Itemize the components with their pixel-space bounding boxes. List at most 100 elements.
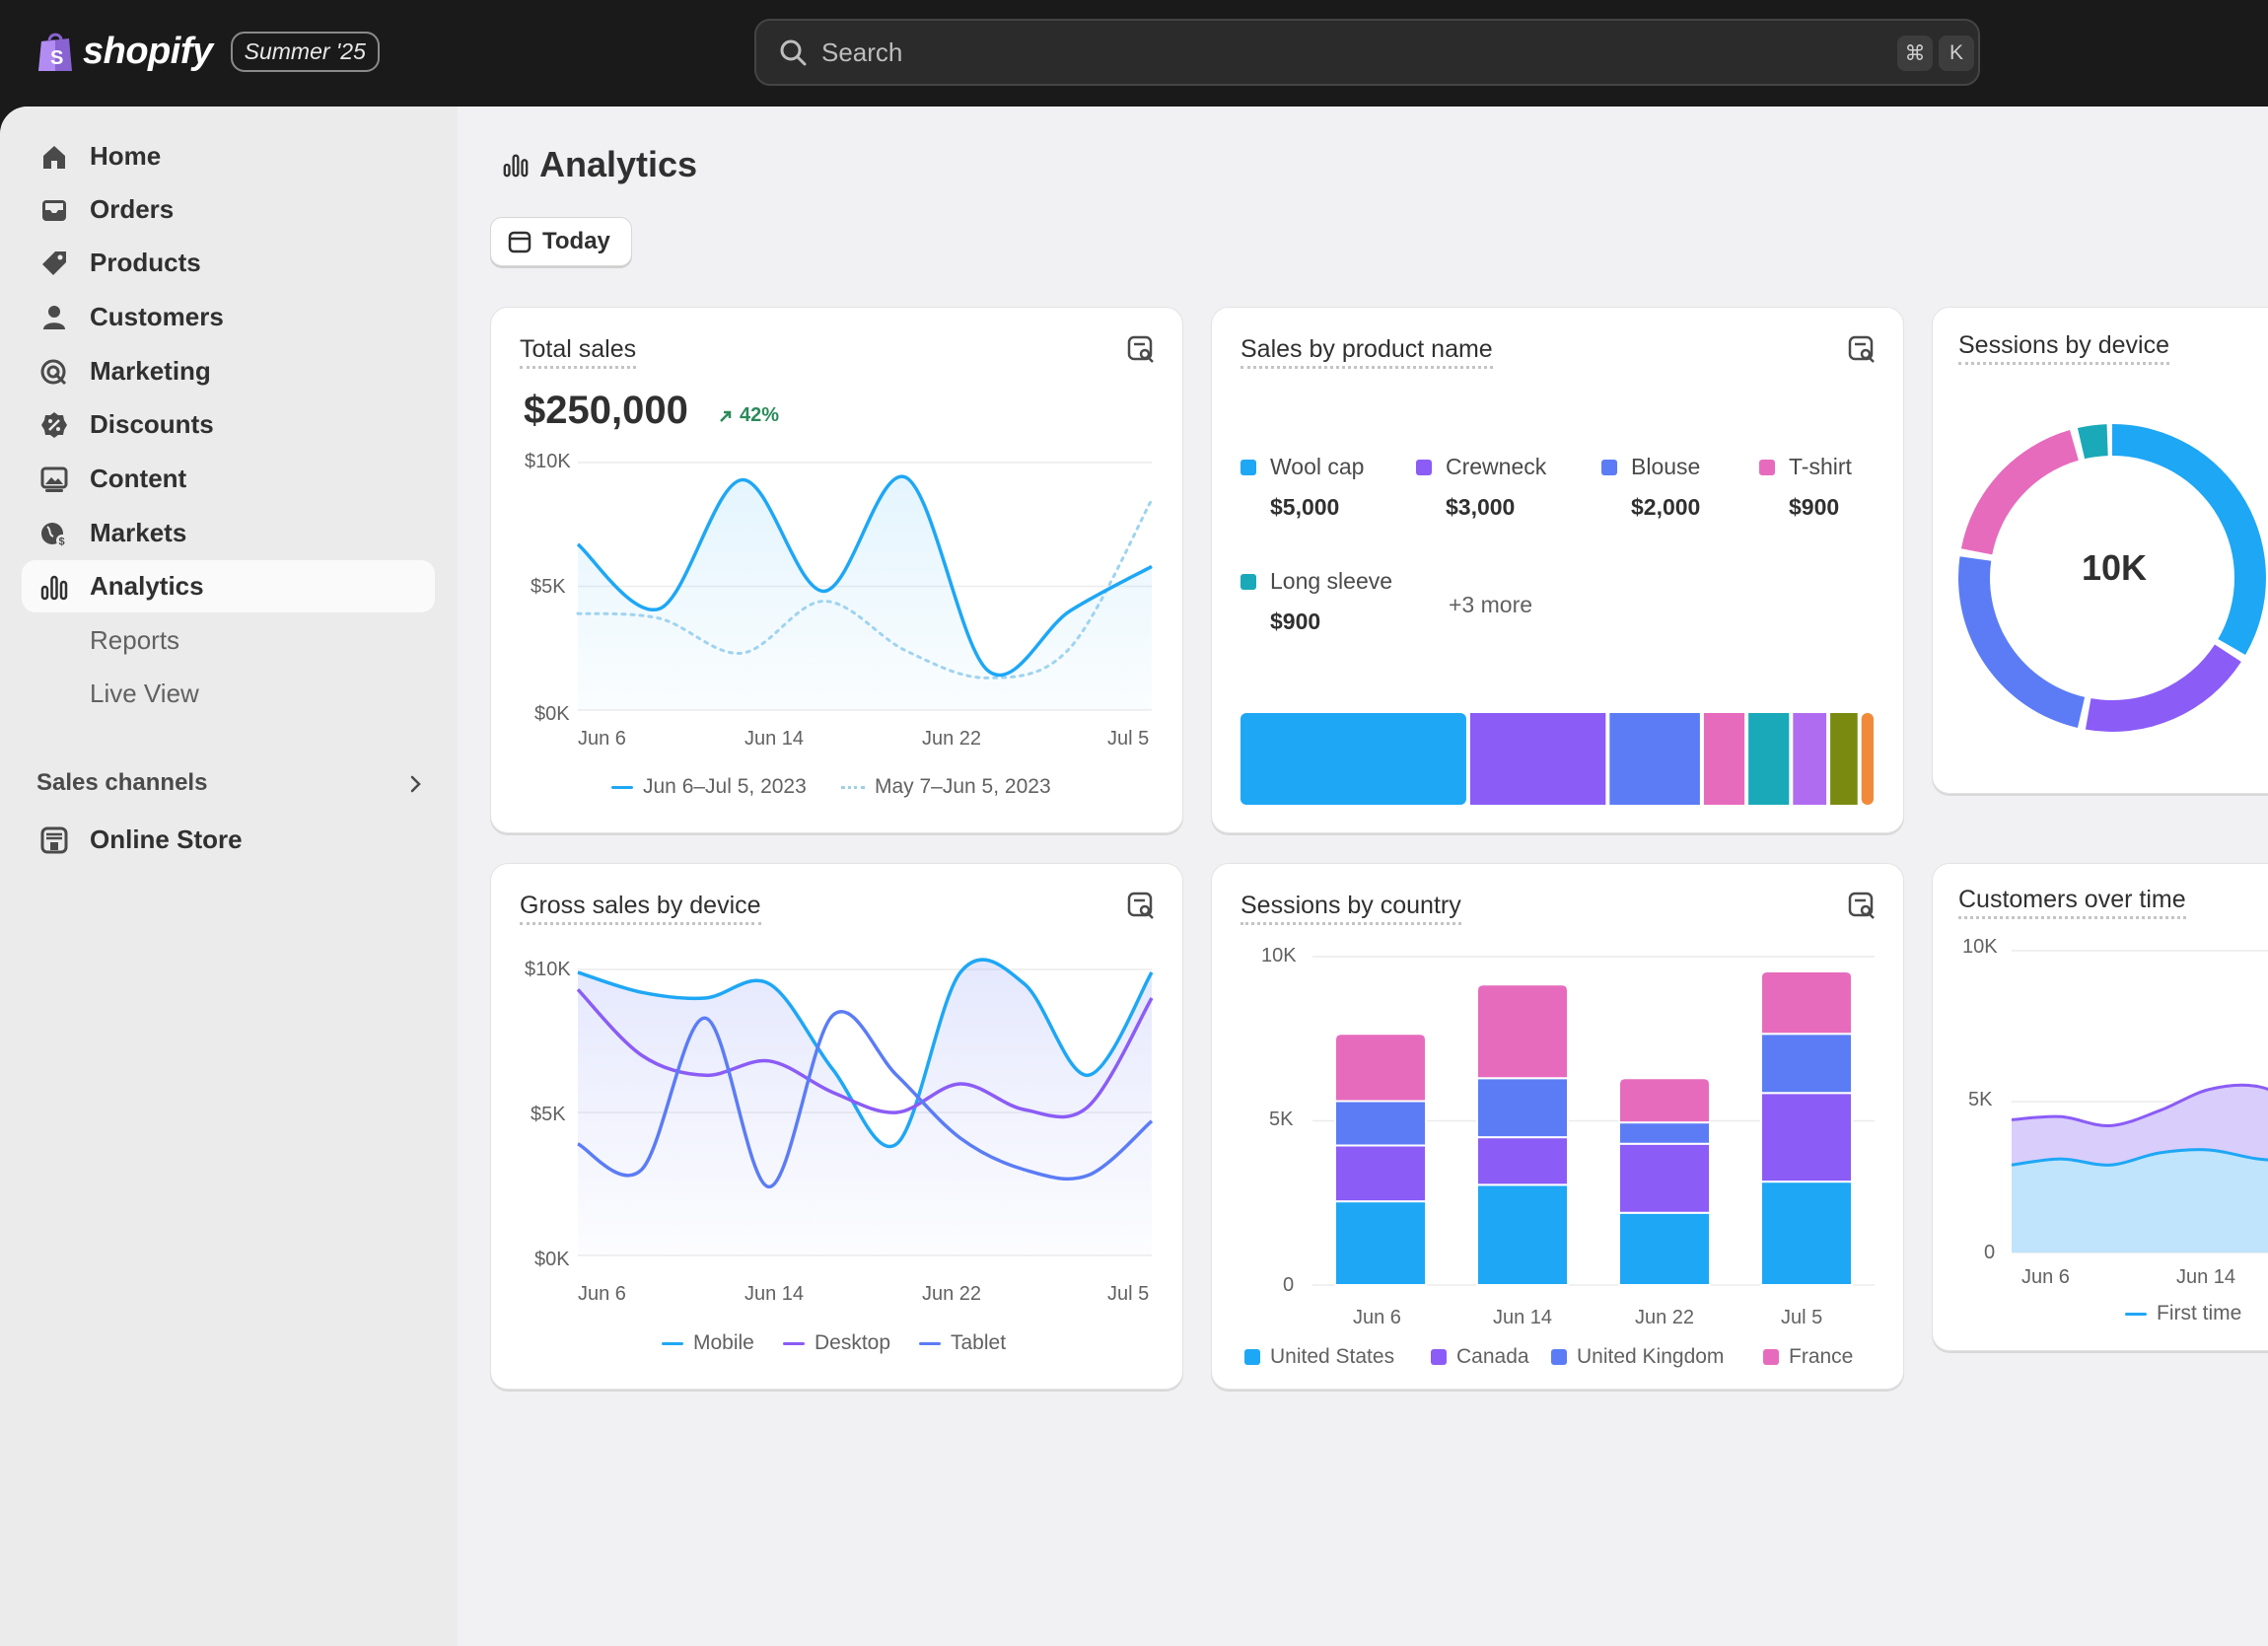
calendar-icon [508, 231, 532, 253]
search-bar[interactable]: ⌘ K [754, 19, 1980, 86]
bar-france [1760, 969, 1853, 1036]
legend-mobile: Mobile [662, 1331, 754, 1355]
trend-value: 42% [740, 404, 780, 426]
tag-icon [42, 250, 66, 275]
sidebar-item-products[interactable]: Products [22, 237, 435, 289]
x-tick-label: Jun 14 [744, 728, 805, 750]
bar-segment-crewneck [1469, 713, 1606, 805]
top-bar: S shopify Summer '25 ⌘ K [0, 0, 2268, 107]
product-value: $5,000 [1270, 494, 1340, 520]
legend-current: Jun 6–Jul 5, 2023 [611, 775, 807, 799]
explore-data-icon[interactable] [1125, 333, 1157, 365]
legend-france: France [1763, 1345, 1853, 1369]
explore-data-icon[interactable] [1125, 890, 1157, 921]
legend-swatch [1240, 459, 1256, 475]
legend-swatch [1416, 459, 1432, 475]
series-line-tablet [577, 1010, 1154, 1189]
y-tick-label: 10K [1962, 936, 1998, 958]
legend-label: Mobile [693, 1331, 754, 1354]
legend-swatch [611, 785, 633, 789]
sidebar-item-live-view[interactable]: Live View [22, 668, 435, 720]
product-value: $900 [1789, 494, 1840, 520]
edition-badge: Summer '25 [230, 31, 380, 72]
y-tick-label: 0 [1984, 1242, 1996, 1263]
legend-swatch [2125, 1312, 2147, 1316]
card-title: Total sales [520, 335, 637, 369]
sidebar-item-discounts[interactable]: Discounts [22, 398, 435, 451]
sidebar-item-label: Discounts [90, 409, 214, 439]
page-title-text: Analytics [539, 144, 698, 184]
product-item: Blouse $2,000 [1601, 454, 1700, 521]
card-gross-sales-by-device: Gross sales by device $10K $5K $0K Jun 6… [490, 863, 1183, 1390]
date-range-button[interactable]: Today [490, 217, 632, 266]
legend-label: United Kingdom [1577, 1345, 1725, 1368]
bar-united-states [1476, 1183, 1569, 1286]
shopify-logo[interactable]: S shopify Summer '25 [35, 30, 380, 73]
discount-icon [41, 411, 67, 438]
legend-canada: Canada [1431, 1345, 1529, 1369]
legend-swatch [662, 1341, 683, 1345]
bar-segment-long-sleeve [1748, 713, 1790, 805]
sidebar-item-label: Reports [90, 625, 180, 655]
sidebar-item-content[interactable]: Content [22, 453, 435, 505]
search-input[interactable] [821, 36, 1807, 68]
sidebar-item-customers[interactable]: Customers [22, 291, 435, 343]
bar-segment-t-shirt [1703, 713, 1745, 805]
explore-data-icon[interactable] [1846, 890, 1878, 921]
sidebar-item-home[interactable]: Home [22, 130, 435, 182]
card-title: Sessions by country [1240, 892, 1461, 925]
product-value: $900 [1270, 608, 1321, 634]
series-area-mobile [578, 960, 1152, 1255]
x-tick-label: Jun 6 [2021, 1266, 2070, 1288]
bar-canada [1760, 1092, 1853, 1183]
brand-name: shopify [83, 30, 213, 72]
bar-united-states [1334, 1200, 1427, 1286]
x-tick-label: Jul 5 [1107, 728, 1150, 750]
page-title: Analytics [502, 144, 697, 185]
sidebar-item-markets[interactable]: $ Markets [22, 507, 435, 559]
chevron-right-icon[interactable] [404, 773, 426, 795]
bar-segment-other [1793, 713, 1827, 805]
y-tick-label: $5K [531, 576, 566, 598]
legend-swatch [1759, 459, 1775, 475]
y-tick-label: $10K [525, 959, 571, 980]
card-total-sales: Total sales $250,000 42% $10K $5K $0K Ju… [490, 307, 1183, 833]
product-stacked-bar [1240, 713, 1874, 805]
bar-chart-icon [40, 575, 68, 600]
bar-segment-wool-cap [1240, 713, 1466, 805]
explore-data-icon[interactable] [1846, 333, 1878, 365]
sidebar-item-marketing[interactable]: Marketing [22, 345, 435, 397]
bar-united-kingdom [1760, 1033, 1853, 1095]
date-range-label: Today [542, 228, 610, 254]
card-title: Sessions by device [1958, 331, 2170, 365]
home-icon [43, 145, 65, 169]
product-name: Crewneck [1446, 454, 1547, 479]
sidebar-item-online-store[interactable]: Online Store [22, 814, 435, 866]
legend-desktop: Desktop [783, 1331, 890, 1355]
donut-slice [2112, 424, 2266, 655]
legend-swatch [783, 1341, 805, 1345]
legend-swatch [919, 1341, 941, 1345]
series-area-first-time [2012, 1149, 2268, 1252]
person-icon [43, 305, 65, 329]
device-donut-chart [1958, 424, 2266, 732]
x-tick-label: Jun 22 [922, 728, 982, 750]
sidebar-item-orders[interactable]: Orders [22, 183, 435, 236]
more-products-link[interactable]: +3 more [1449, 592, 1533, 617]
product-name: Blouse [1631, 454, 1701, 479]
sidebar-item-label: Markets [90, 518, 187, 547]
product-value: $2,000 [1631, 494, 1701, 520]
series-line-desktop [576, 988, 1154, 1119]
card-title: Customers over time [1958, 886, 2186, 919]
sidebar-item-analytics[interactable]: Analytics [22, 560, 435, 612]
sidebar-item-label: Home [90, 141, 162, 171]
storefront-icon [40, 826, 68, 853]
bar-segment-other [1830, 713, 1858, 805]
sessions-by-country-chart [1312, 956, 1875, 1286]
legend-united-kingdom: United Kingdom [1551, 1345, 1724, 1369]
bar-segment-blouse [1609, 713, 1700, 805]
sidebar-item-reports[interactable]: Reports [22, 614, 435, 667]
legend-previous: May 7–Jun 5, 2023 [841, 775, 1051, 799]
total-sales-chart [576, 462, 1154, 711]
y-tick-label: 5K [1269, 1109, 1294, 1130]
